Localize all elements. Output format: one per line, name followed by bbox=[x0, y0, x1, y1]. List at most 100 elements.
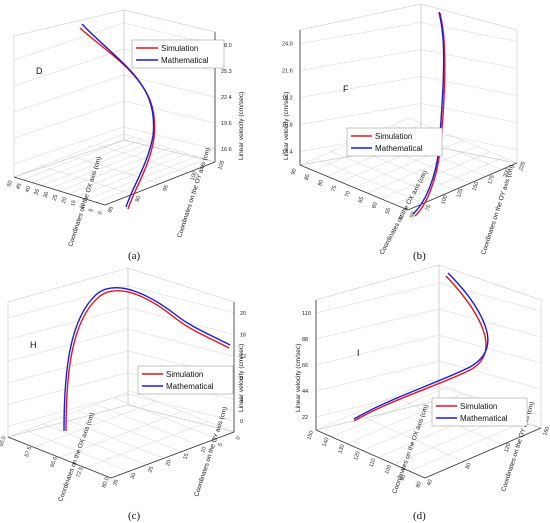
grid-line bbox=[127, 328, 235, 357]
grid-line bbox=[299, 76, 422, 98]
x-axis-line bbox=[13, 176, 106, 206]
grid-line bbox=[85, 421, 209, 468]
z-tick-label: 19.6 bbox=[221, 121, 232, 127]
x-tick-label: 90 bbox=[290, 168, 298, 176]
z-tick-label: 24.0 bbox=[282, 42, 293, 48]
legend-box bbox=[431, 397, 528, 427]
mathematical-curve bbox=[412, 11, 445, 215]
simulation-curve bbox=[65, 290, 230, 432]
grid-line bbox=[408, 117, 518, 164]
grid-line bbox=[41, 166, 133, 195]
x-tick-label: 65 bbox=[358, 196, 366, 204]
z-tick-label: 66 bbox=[302, 363, 308, 369]
grid-lines bbox=[299, 22, 518, 211]
x-tick-label: 65.0 bbox=[50, 456, 59, 468]
grid-line bbox=[331, 151, 440, 197]
y-tick-label: 120 bbox=[504, 443, 513, 454]
z-tick-label: 20 bbox=[240, 311, 246, 317]
z-tick-label: 22.4 bbox=[221, 95, 232, 101]
y-tick-label: 105 bbox=[217, 160, 226, 171]
y-axis-line bbox=[424, 427, 542, 479]
grid-line bbox=[7, 393, 129, 427]
x-tick-label: 50.0 bbox=[0, 436, 8, 448]
x-tick-label: 45 bbox=[15, 183, 23, 191]
legend-box bbox=[137, 365, 234, 395]
z-axis-label: Linear velocity (cm/sec) bbox=[283, 92, 290, 160]
y-tick-label: 160 bbox=[542, 426, 550, 437]
z-tick-label: 4 bbox=[240, 398, 243, 404]
grid-line bbox=[315, 334, 440, 366]
grid-line bbox=[299, 22, 422, 44]
legend-simulation-label: Simulation bbox=[166, 370, 203, 379]
legend: Simulation Mathematical bbox=[431, 397, 528, 427]
y-tick-label: 30 bbox=[130, 472, 138, 480]
grid-line bbox=[420, 103, 518, 123]
y-tick-label: 90 bbox=[135, 195, 143, 203]
x-tick-label: 70 bbox=[344, 190, 352, 198]
x-tick-label: 40 bbox=[24, 185, 32, 193]
x-tick-label: 80 bbox=[317, 179, 325, 187]
z-tick-label: 88 bbox=[302, 337, 308, 343]
panel-letter: D bbox=[36, 66, 43, 76]
x-tick-label: 120 bbox=[353, 451, 362, 462]
y-tick-label: 95 bbox=[162, 184, 170, 192]
y-axis-line bbox=[104, 161, 216, 206]
grid-line bbox=[123, 100, 216, 124]
z-tick-labels: 22 44 66 88 110 bbox=[302, 311, 311, 421]
grid-line bbox=[130, 390, 235, 433]
mathematical-curve bbox=[63, 287, 231, 432]
grid-line bbox=[315, 308, 440, 340]
x-tick-label: 30 bbox=[43, 191, 51, 199]
grid-line bbox=[43, 423, 147, 466]
y-tick-label: 0 bbox=[235, 436, 242, 441]
y-tick-label: 80 bbox=[465, 462, 473, 470]
panel-caption: (a) bbox=[128, 250, 141, 262]
y-tick-label: 100 bbox=[440, 195, 449, 206]
legend-mathematical-label: Mathematical bbox=[166, 382, 214, 391]
y-tick-label: 125 bbox=[456, 188, 465, 199]
grid-line bbox=[331, 386, 448, 438]
z-tick-label: 44 bbox=[302, 389, 308, 395]
grid-line bbox=[315, 360, 440, 392]
grid-line bbox=[299, 103, 422, 125]
grid-line bbox=[438, 282, 542, 312]
grid-line bbox=[315, 158, 424, 204]
z-tick-label: 25.3 bbox=[221, 69, 232, 75]
z-tick-labels: 14.4 16.8 19.2 21.6 24.0 bbox=[282, 42, 293, 156]
back-left-wall bbox=[315, 264, 440, 431]
grid-line bbox=[354, 413, 464, 462]
legend-box bbox=[131, 39, 225, 69]
legend: Simulation Mathematical bbox=[137, 365, 234, 395]
grid-line bbox=[13, 22, 125, 61]
y-tick-label: 25 bbox=[147, 466, 155, 474]
grid-line bbox=[33, 401, 157, 448]
x-tick-label: 50 bbox=[6, 180, 14, 188]
z-tick-labels: 0 4 8 12 16 20 bbox=[240, 311, 246, 425]
z-axis-label: Linear velocity (cm/sec) bbox=[295, 344, 302, 412]
x-tick-label: 130 bbox=[337, 444, 346, 455]
y-tick-label: 85 bbox=[107, 206, 115, 214]
legend-mathematical-label: Mathematical bbox=[460, 414, 508, 423]
panel-letter: I bbox=[357, 348, 360, 358]
x-tick-label: 110 bbox=[369, 458, 378, 468]
y-tick-labels: 85 90 95 100 105 bbox=[107, 160, 226, 214]
z-axis-label: Linear velocity (cm/sec) bbox=[238, 92, 245, 160]
legend: Simulation Mathematical bbox=[131, 39, 225, 69]
y-axis-label: Coordinates on the OY axis (cm) bbox=[480, 164, 516, 256]
y-tick-labels: 40 80 120 160 bbox=[426, 426, 550, 487]
grid-line bbox=[59, 411, 183, 458]
z-tick-label: 16.8 bbox=[282, 123, 293, 129]
grid-line bbox=[68, 155, 161, 184]
z-tick-label: 0 bbox=[240, 419, 243, 425]
grid-line bbox=[95, 403, 199, 446]
x-tick-labels: 150 140 130 120 110 100 90 80 bbox=[306, 430, 423, 489]
grid-line bbox=[438, 308, 542, 338]
grid-line bbox=[7, 328, 129, 362]
x-tick-label: 100 bbox=[384, 464, 393, 475]
legend: Simulation Mathematical bbox=[346, 127, 443, 157]
z-tick-label: 12 bbox=[240, 354, 246, 360]
